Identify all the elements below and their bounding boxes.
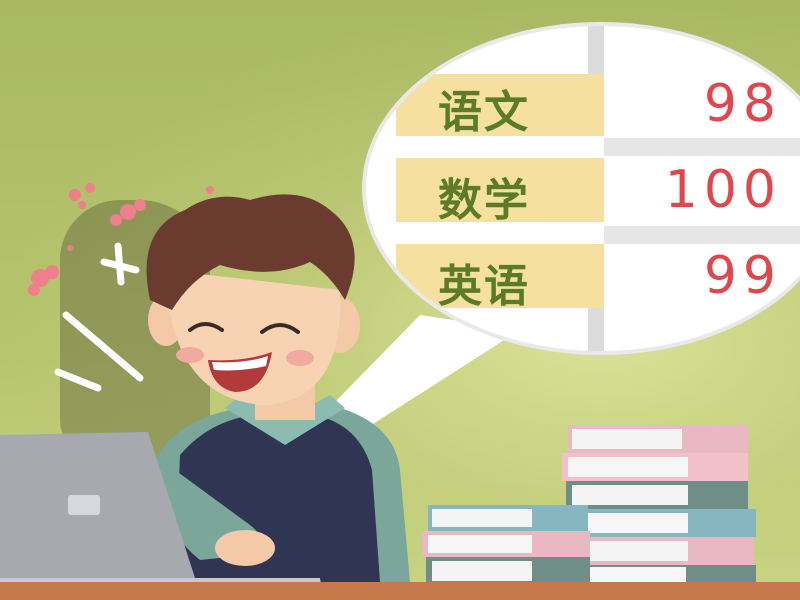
speech-bubble: 语文 数学 英语 98 100 99 [362, 22, 800, 355]
score-english: 99 [703, 246, 782, 306]
desk [0, 582, 800, 600]
boy-eye-left [188, 322, 224, 332]
boy-teeth [212, 356, 268, 371]
score-chinese: 98 [703, 74, 782, 134]
score-row-divider [604, 138, 800, 156]
boy-eye-right [260, 323, 300, 334]
score-cell [604, 156, 800, 232]
score-table: 语文 数学 英语 98 100 99 [366, 26, 800, 351]
row-separator [396, 136, 656, 158]
boy-hand [215, 530, 275, 566]
boy-cheek [176, 347, 204, 363]
book-stack-right [560, 425, 756, 585]
boy-cheek [286, 350, 314, 366]
score-cell [604, 244, 800, 314]
subject-english: 英语 [438, 261, 530, 312]
boy-hair [146, 194, 355, 310]
subject-chinese: 语文 [438, 87, 530, 138]
laptop-logo [68, 495, 100, 515]
boy-face [165, 270, 341, 405]
subject-math: 数学 [438, 175, 530, 226]
score-row-divider [604, 226, 800, 244]
book-stack-left [422, 505, 590, 585]
score-math: 100 [664, 160, 782, 220]
motion-lines [54, 242, 144, 392]
pink-sparkles [28, 183, 214, 296]
row-separator [396, 222, 656, 244]
score-cell [604, 66, 800, 146]
